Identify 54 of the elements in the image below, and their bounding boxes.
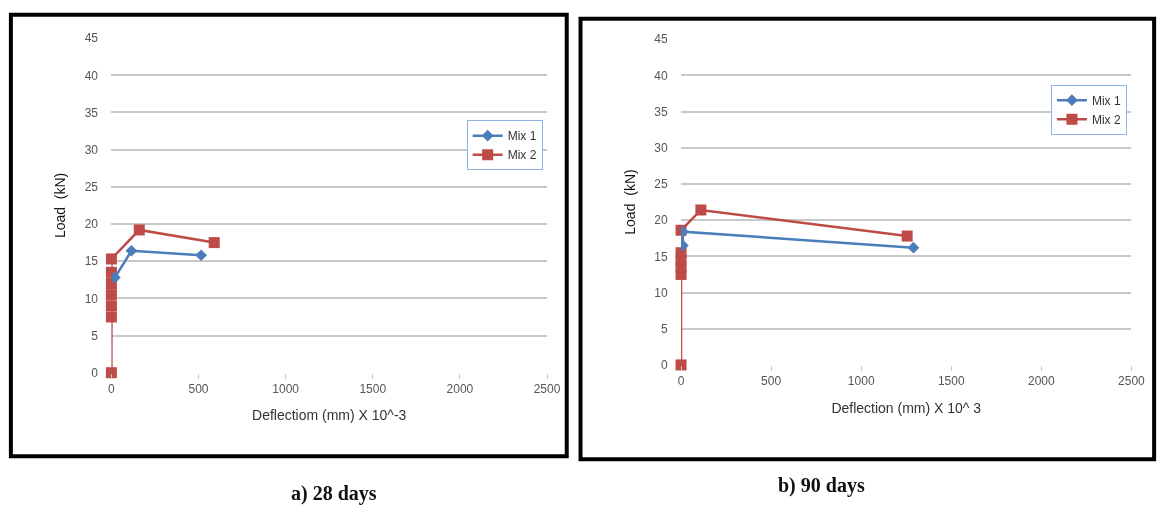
x-tick-label: 500 bbox=[761, 374, 782, 389]
x-tick-label: 1500 bbox=[359, 382, 387, 397]
y-tick-label: 10 bbox=[84, 291, 99, 306]
x-axis-title: Deflection (mm) X 10^ 3 bbox=[831, 399, 982, 416]
point bbox=[125, 244, 138, 257]
y-axis-title: Load (kN) bbox=[52, 172, 69, 239]
y-tick-label: 25 bbox=[654, 177, 668, 192]
point bbox=[105, 367, 117, 379]
y-tick-label: 25 bbox=[84, 180, 99, 195]
x-tick-label: 2500 bbox=[533, 382, 561, 397]
x-tick-label: 0 bbox=[108, 382, 116, 397]
point bbox=[105, 311, 117, 323]
legend-label: Mix 2 bbox=[1091, 112, 1121, 127]
text: b) 90 days bbox=[778, 474, 865, 497]
y-tick-label: 5 bbox=[660, 321, 668, 336]
y-tick-label: 20 bbox=[84, 217, 99, 232]
y-tick-label: 40 bbox=[654, 68, 668, 83]
x-tick-label: 0 bbox=[677, 374, 685, 389]
y-tick-label: 15 bbox=[84, 254, 99, 269]
x-tick-label: 2000 bbox=[1028, 374, 1056, 389]
x-tick-label: 1500 bbox=[937, 374, 965, 389]
y-axis-title: Load (kN) bbox=[621, 169, 638, 235]
y-tick-label: 10 bbox=[654, 285, 668, 300]
x-tick-label: 1000 bbox=[847, 374, 875, 389]
y-tick-label: 35 bbox=[84, 105, 99, 120]
point bbox=[901, 230, 913, 242]
y-tick-label: 15 bbox=[654, 249, 668, 264]
y-tick-label: 45 bbox=[654, 32, 668, 47]
y-tick-label: 0 bbox=[660, 358, 668, 373]
legend-label: Mix 1 bbox=[1091, 93, 1121, 108]
point bbox=[111, 271, 121, 284]
legend-label: Mix 1 bbox=[507, 129, 537, 144]
point bbox=[208, 237, 220, 249]
y-tick-label: 40 bbox=[84, 68, 99, 83]
x-tick-label: 2000 bbox=[446, 382, 474, 397]
x-axis-title: Deflectiom (mm) X 10^-3 bbox=[252, 407, 407, 424]
y-tick-label: 35 bbox=[654, 104, 668, 119]
y-tick-label: 20 bbox=[654, 213, 668, 228]
x-tick-label: 1000 bbox=[272, 382, 300, 397]
text: a) 28 days bbox=[291, 482, 377, 505]
x-tick-label: 500 bbox=[188, 382, 209, 397]
point bbox=[675, 359, 687, 371]
y-tick-label: 45 bbox=[84, 31, 99, 46]
legend-label: Mix 2 bbox=[507, 148, 537, 163]
x-tick-label: 2500 bbox=[1118, 374, 1146, 389]
point bbox=[695, 204, 707, 216]
y-tick-label: 30 bbox=[654, 140, 668, 155]
point bbox=[105, 253, 117, 265]
point bbox=[133, 224, 145, 236]
y-tick-label: 5 bbox=[91, 328, 99, 343]
point bbox=[105, 289, 117, 301]
y-tick-label: 30 bbox=[84, 142, 99, 157]
point bbox=[195, 249, 207, 262]
point bbox=[105, 300, 117, 312]
